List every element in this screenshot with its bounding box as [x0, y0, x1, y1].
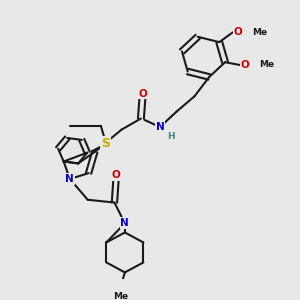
- Text: N: N: [121, 218, 129, 228]
- Text: S: S: [101, 137, 110, 150]
- Text: O: O: [241, 60, 250, 70]
- Text: Me: Me: [259, 61, 274, 70]
- Text: O: O: [112, 170, 120, 180]
- Text: H: H: [167, 132, 174, 141]
- Text: Me: Me: [252, 28, 267, 37]
- Text: O: O: [234, 27, 242, 38]
- Text: N: N: [65, 174, 74, 184]
- Text: N: N: [156, 122, 165, 132]
- Text: O: O: [138, 88, 147, 99]
- Text: Me: Me: [113, 292, 128, 300]
